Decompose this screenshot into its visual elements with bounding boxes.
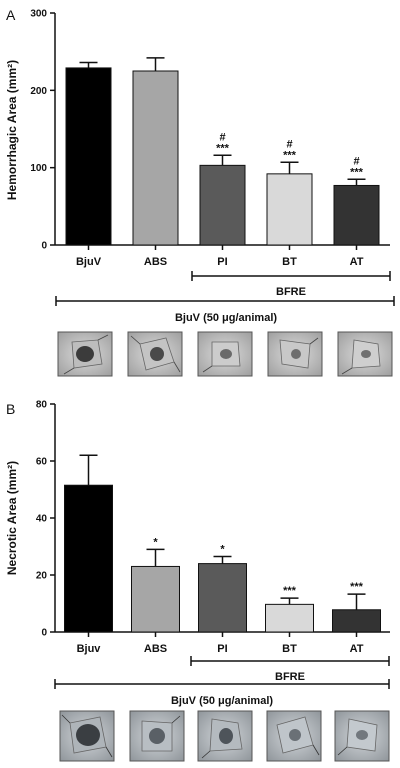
panel-b-plot: 0 20 40 60 80 Bjuv * ABS * PI *** BT *** AT [36, 400, 390, 655]
panel-b-letter: B [6, 401, 15, 417]
panel-a-significance-hash: # [219, 131, 225, 143]
panel-b-category-label: ABS [144, 643, 167, 655]
panel-b-y-tick-label: 60 [36, 457, 48, 468]
panel-a-y-axis-title: Hemorrhagic Area (mm²) [5, 60, 19, 200]
panel-a-significance-hash: # [286, 138, 292, 150]
panel-a-dose-bracket: BjuV (50 μg/animal) [55, 296, 395, 324]
panel-b-bfre-label: BFRE [275, 671, 305, 683]
panel-b-photo-strip [59, 710, 390, 762]
panel-b-category-label: AT [350, 643, 364, 655]
panel-b-photo-5 [334, 710, 390, 762]
panel-b-significance-stars: * [153, 536, 158, 548]
panel-a-dose-label: BjuV (50 μg/animal) [175, 312, 277, 324]
panel-b-category-label: Bjuv [77, 643, 102, 655]
panel-b-bar [131, 565, 180, 633]
panel-a-bar [266, 173, 313, 246]
panel-a-y-tick-label: 300 [30, 9, 47, 20]
panel-a-significance-stars: *** [283, 149, 297, 161]
panel-a-bfre-label: BFRE [276, 286, 306, 298]
panel-a-significance-stars: *** [350, 166, 364, 178]
panel-b-y-tick-label: 0 [41, 628, 47, 639]
panel-a-bfre-bracket: BFRE [191, 271, 391, 298]
panel-a-photo-3 [197, 331, 253, 377]
panel-b-y-tick-label: 20 [36, 571, 48, 582]
panel-b-category-label: BT [282, 643, 297, 655]
panel-b-photo-3 [197, 710, 253, 762]
panel-b-bar [64, 484, 113, 633]
panel-a-photo-4 [267, 331, 323, 377]
panel-b-significance-stars: * [220, 543, 225, 555]
panel-a-significance-stars: *** [216, 142, 230, 154]
panel-b-bar [198, 563, 247, 633]
panel-b-y-tick-label: 40 [36, 514, 48, 525]
panel-a-y-tick-label: 200 [30, 86, 47, 97]
panel-b-category-label: PI [217, 643, 227, 655]
panel-a-significance-hash: # [353, 155, 359, 167]
panel-b-dose-label: BjuV (50 μg/animal) [171, 695, 273, 707]
panel-b-significance-stars: *** [350, 581, 364, 593]
panel-a-category-label: PI [217, 256, 227, 268]
panel-b-photo-1 [59, 710, 115, 762]
panel-b-bar [332, 609, 381, 633]
panel-a-category-label: AT [350, 256, 364, 268]
panel-a-y-tick-label: 0 [41, 241, 47, 252]
panel-a-photo-2 [127, 331, 183, 377]
panel-a: A Hemorrhagic Area (mm²) 0 100 200 300 BjuV A… [5, 7, 395, 377]
panel-b-photo-2 [129, 710, 185, 762]
panel-b: B Necrotic Area (mm²) 0 20 40 60 80 Bjuv * ABS *… [5, 400, 390, 762]
panel-a-bar [132, 70, 179, 246]
panel-a-category-label: ABS [144, 256, 167, 268]
panel-a-y-tick-label: 100 [30, 163, 47, 174]
panel-a-bar [65, 67, 112, 246]
panel-b-dose-bracket: BjuV (50 μg/animal) [54, 679, 390, 707]
panel-a-bar [199, 164, 246, 246]
panel-a-letter: A [6, 7, 16, 23]
panel-b-bar [265, 603, 314, 633]
panel-a-photo-5 [337, 331, 393, 377]
panel-a-photo-1 [57, 331, 113, 377]
panel-a-category-label: BT [282, 256, 297, 268]
panel-b-y-tick-label: 80 [36, 400, 48, 411]
panel-b-y-axis-title: Necrotic Area (mm²) [5, 461, 19, 575]
panel-a-photo-strip [57, 331, 393, 377]
panel-b-bfre-bracket: BFRE [190, 656, 390, 683]
panel-a-bar [333, 184, 380, 246]
panel-a-category-label: BjuV [76, 256, 102, 268]
panel-b-significance-stars: *** [283, 585, 297, 597]
panel-b-photo-4 [266, 710, 322, 762]
